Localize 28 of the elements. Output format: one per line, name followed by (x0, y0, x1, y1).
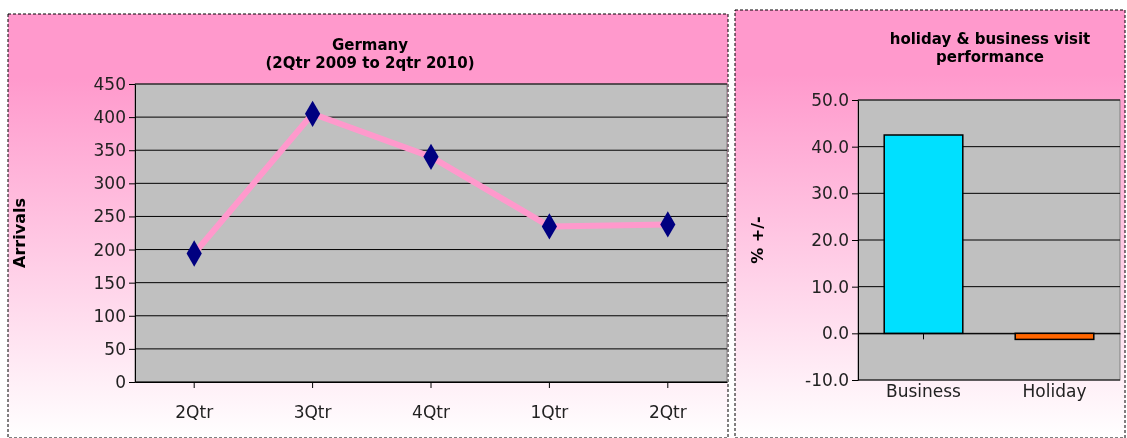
y-tick-label: 0.0 (821, 323, 849, 344)
y-tick-label: 300 (93, 173, 126, 194)
y-tick-label: 200 (93, 239, 126, 260)
y-tick-label: -10.0 (805, 369, 849, 390)
y-axis-title: Arrivals (10, 198, 29, 268)
y-tick-label: 10.0 (811, 276, 849, 297)
y-tick-label: 150 (93, 272, 126, 293)
y-tick-label: 250 (93, 206, 126, 227)
chart-title: Germany (2Qtr 2009 to 2qtr 2010) (265, 36, 475, 72)
x-tick-label: 1Qtr (530, 402, 569, 423)
x-tick-label: Holiday (1022, 381, 1087, 401)
x-tick-label: 3Qtr (293, 402, 332, 423)
y-axis-title: % +/- (748, 216, 767, 264)
y-tick-label: 40.0 (811, 136, 849, 157)
y-tick-label: 20.0 (811, 229, 849, 250)
y-tick-label: 0 (115, 371, 126, 392)
x-tick-label: Business (886, 381, 962, 401)
y-tick-label: 100 (93, 305, 126, 326)
chart-title: holiday & business visit performance (889, 30, 1091, 66)
y-tick-label: 350 (93, 140, 126, 161)
y-tick-label: 50.0 (811, 89, 849, 110)
x-tick-label: 4Qtr (412, 402, 450, 423)
x-tick-label: 2Qtr (175, 402, 214, 423)
y-tick-label: 450 (93, 73, 126, 94)
y-tick-label: 30.0 (811, 183, 849, 204)
x-tick-label: 2Qtr (648, 402, 687, 423)
y-tick-label: 50 (104, 338, 126, 359)
y-tick-label: 400 (93, 107, 126, 128)
